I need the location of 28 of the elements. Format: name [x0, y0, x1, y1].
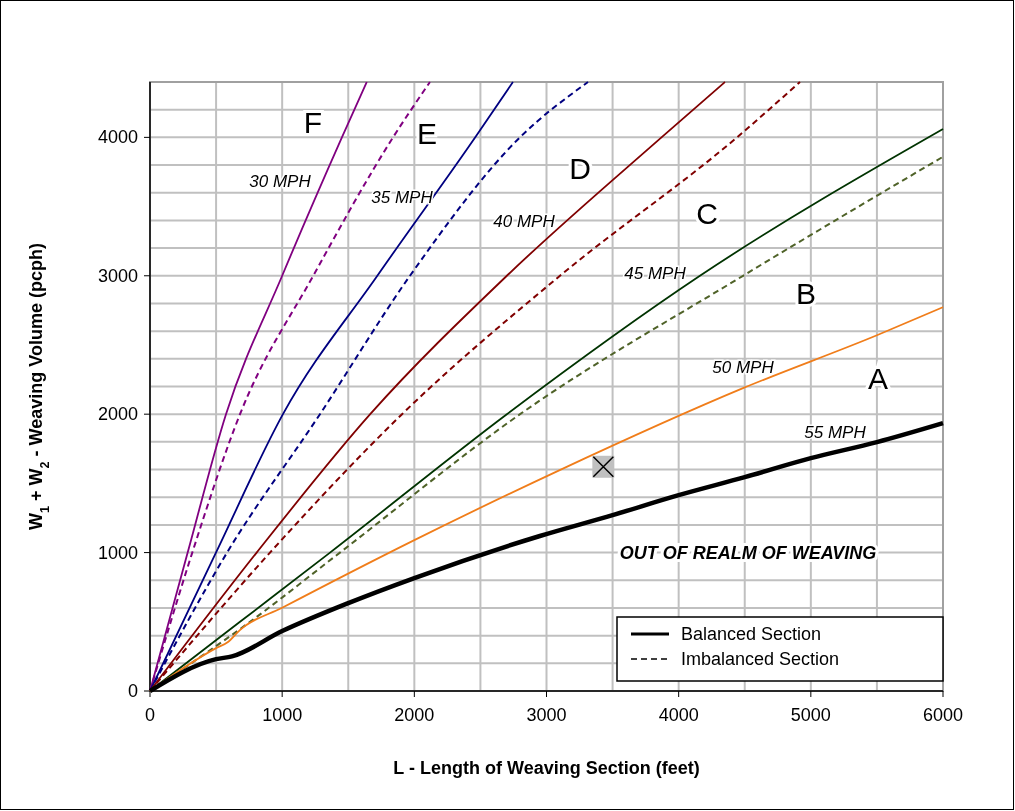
annotation: D: [569, 151, 591, 185]
annotation: 45 MPH: [624, 263, 687, 283]
annotation: F: [303, 105, 323, 139]
x-tick-label: 4000: [658, 705, 699, 725]
y-tick-label: 4000: [97, 127, 138, 148]
annotation: C: [696, 196, 718, 230]
annotation: 40 MPH: [493, 211, 556, 231]
annotation: 55 MPH: [804, 422, 867, 442]
x-tick-label: 1000: [262, 705, 303, 725]
annotation: Balanced Section: [681, 624, 822, 644]
annotation: E: [416, 116, 438, 150]
annotation: 50 MPH: [712, 357, 775, 377]
x-tick-label: 3000: [526, 705, 567, 725]
y-tick-label: 3000: [97, 265, 138, 286]
annotation: B: [795, 276, 817, 310]
x-axis-title: L - Length of Weaving Section (feet): [393, 758, 700, 778]
annotation: 35 MPH: [371, 187, 434, 207]
annotation: A: [867, 361, 889, 395]
x-tick-label: 0: [144, 705, 156, 725]
x-tick-label: 5000: [790, 705, 831, 725]
x-tick-label: 2000: [394, 705, 435, 725]
x-tick-label: 6000: [922, 705, 964, 725]
y-tick-label: 1000: [97, 542, 138, 563]
annotation: 30 MPH: [249, 171, 312, 191]
annotation: OUT OF REALM OF WEAVING: [619, 543, 877, 564]
y-tick-label: 2000: [97, 404, 138, 425]
annotation: Imbalanced Section: [681, 649, 840, 669]
y-tick-label: 0: [127, 681, 138, 701]
